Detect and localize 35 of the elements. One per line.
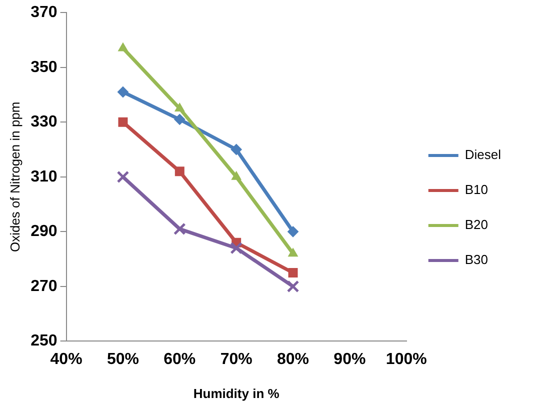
y-tick-label: 370 [30,4,58,22]
y-tick-label: 290 [30,223,58,240]
point [288,248,298,257]
x-tick-label: 40% [50,351,82,368]
point [174,166,184,176]
point [288,268,298,278]
y-tick-label: 270 [30,278,58,295]
point [174,114,186,125]
legend-label: Diesel [464,147,502,162]
x-tick-label: 50% [106,351,139,368]
y-axis-title: Oxides of Nitrogen in ppm [7,102,22,252]
legend-label: B20 [464,217,488,232]
point [174,102,184,112]
point [118,42,128,52]
point [288,226,299,238]
x-tick-label: 60% [164,351,196,368]
legend-label: B30 [464,252,488,268]
point [118,117,128,127]
point [117,86,128,98]
x-tick-label: 90% [334,351,366,368]
y-tick-label: 350 [30,58,58,76]
point [286,280,300,293]
point [230,144,242,156]
x-tick-label: 100% [386,351,427,368]
legend-label: B10 [464,182,488,198]
point [173,222,186,236]
point [116,170,130,184]
x-tick-label: 70% [220,351,252,368]
point [230,242,243,254]
x-axis-title: Humidity in % [193,386,280,401]
point [232,171,242,180]
y-tick-label: 310 [30,168,58,186]
x-tick-label: 80% [277,351,310,368]
y-tick-label: 330 [30,114,58,131]
y-tick-label: 250 [30,332,58,350]
